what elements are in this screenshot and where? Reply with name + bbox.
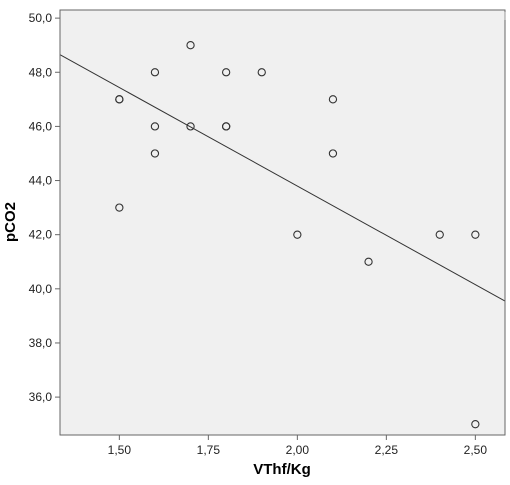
y-tick-label: 42,0 (29, 228, 53, 242)
data-point (257, 68, 266, 77)
x-axis-ticks: 1,50 1,75 2,00 2,25 2,50 (108, 435, 488, 457)
data-point (186, 122, 195, 131)
data-point (221, 122, 231, 131)
y-axis-ticks: 36,0 38,0 40,0 42,0 44,0 46,0 48,0 50,0 (29, 11, 60, 404)
y-tick-label: 50,0 (29, 11, 53, 25)
data-point (293, 230, 302, 239)
data-point (186, 41, 195, 50)
data-point (435, 230, 444, 239)
y-axis-title: pCO2 (2, 202, 19, 242)
data-points (115, 41, 480, 429)
y-tick-label: 48,0 (29, 65, 53, 79)
y-tick-label: 36,0 (29, 390, 53, 404)
data-point (471, 230, 480, 239)
y-tick-label: 46,0 (29, 119, 53, 133)
data-point (150, 68, 160, 77)
x-tick-label: 1,50 (108, 443, 132, 457)
data-point (115, 203, 124, 212)
y-tick-label: 40,0 (29, 282, 53, 296)
x-tick-label: 1,75 (197, 443, 221, 457)
data-point (328, 149, 338, 158)
data-point (150, 149, 160, 158)
data-point (364, 257, 373, 266)
data-point (150, 122, 160, 131)
x-tick-label: 2,50 (464, 443, 488, 457)
plot-frame (59, 9, 506, 436)
y-tick-label: 38,0 (29, 336, 53, 350)
x-axis-title: VThf/Kg (253, 461, 311, 478)
x-tick-label: 2,00 (286, 443, 310, 457)
data-point (115, 95, 124, 104)
y-tick-label: 44,0 (29, 174, 53, 188)
plot-area-background (60, 10, 505, 435)
regression-line (59, 54, 506, 302)
x-tick-label: 2,25 (375, 443, 399, 457)
data-point (471, 420, 480, 429)
data-point (328, 95, 338, 104)
data-point (221, 68, 231, 77)
